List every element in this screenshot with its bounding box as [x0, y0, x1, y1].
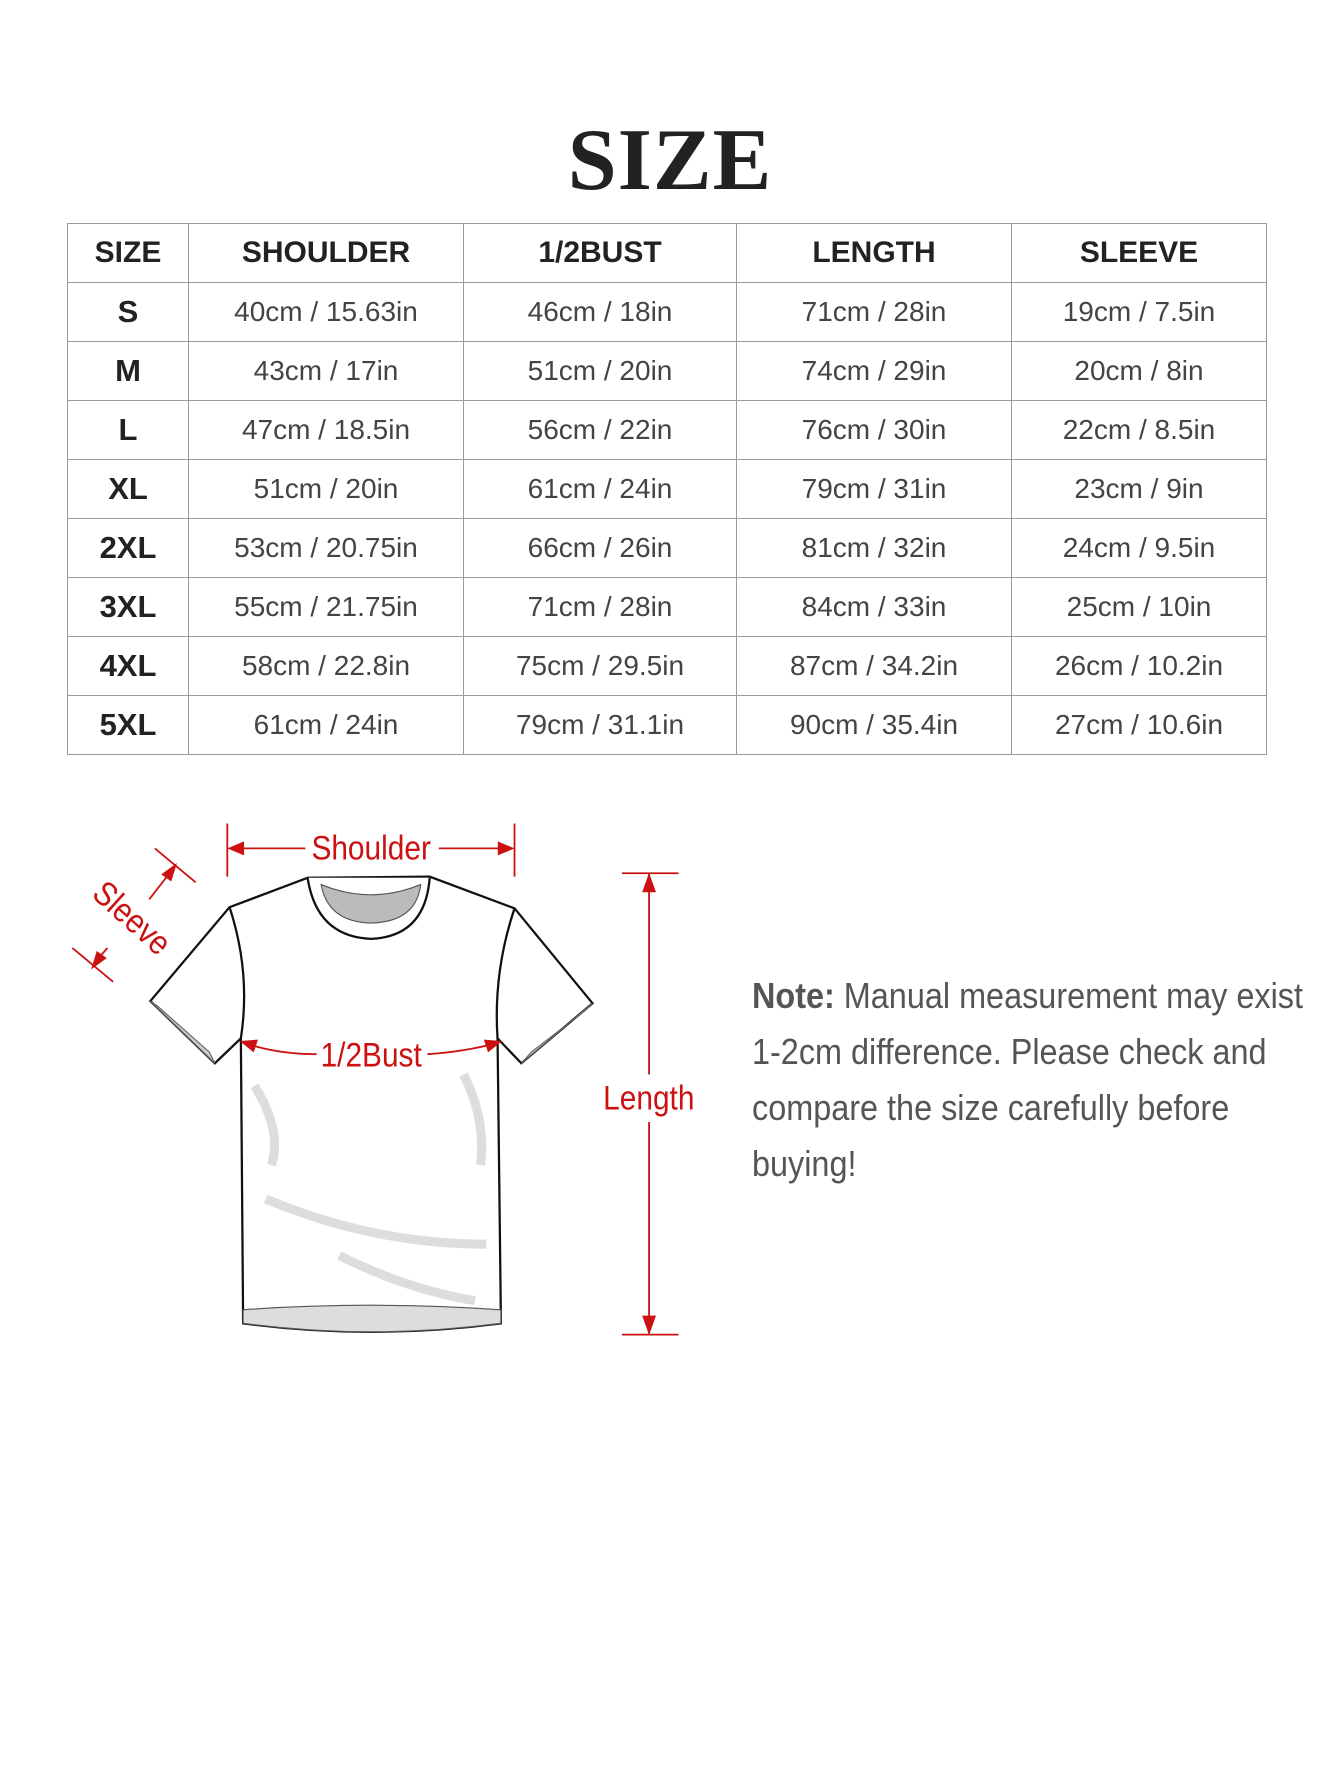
table-header-row: SIZE SHOULDER 1/2BUST LENGTH SLEEVE [67, 223, 1267, 283]
table-row: S 40cm / 15.63in 46cm / 18in 71cm / 28in 19c… [67, 282, 1267, 342]
measurement-cell: 79cm / 31in [736, 459, 1012, 519]
measurement-cell: 26cm / 10.2in [1011, 636, 1267, 696]
size-cell: M [67, 341, 189, 401]
measurement-cell: 40cm / 15.63in [188, 282, 464, 342]
column-header: SIZE [67, 223, 189, 283]
table-row: XL 51cm / 20in 61cm / 24in 79cm / 31in 23cm … [67, 459, 1267, 519]
measurement-cell: 79cm / 31.1in [463, 695, 737, 755]
note-label: Note: [752, 975, 835, 1016]
measurement-arrows [71, 823, 679, 1336]
label-length: Length [603, 1079, 694, 1117]
measurement-note: Note: Manual measurement may exist 1-2cm… [752, 968, 1310, 1192]
size-cell: 3XL [67, 577, 189, 637]
note-text: Manual measurement may exist 1-2cm diffe… [752, 975, 1303, 1184]
measurement-cell: 74cm / 29in [736, 341, 1012, 401]
label-bust: 1/2Bust [321, 1036, 422, 1074]
size-cell: S [67, 282, 189, 342]
size-cell: 4XL [67, 636, 189, 696]
measurement-cell: 24cm / 9.5in [1011, 518, 1267, 578]
page-title: SIZE [567, 112, 773, 209]
table-row: 2XL 53cm / 20.75in 66cm / 26in 81cm / 32in 2… [67, 518, 1267, 578]
measurement-cell: 61cm / 24in [188, 695, 464, 755]
column-header: SLEEVE [1011, 223, 1267, 283]
measurement-cell: 46cm / 18in [463, 282, 737, 342]
table-row: M 43cm / 17in 51cm / 20in 74cm / 29in 20cm /… [67, 341, 1267, 401]
size-table: SIZE SHOULDER 1/2BUST LENGTH SLEEVE S 40cm / … [67, 223, 1267, 755]
measurement-cell: 43cm / 17in [188, 341, 464, 401]
measurement-cell: 20cm / 8in [1011, 341, 1267, 401]
size-cell: 2XL [67, 518, 189, 578]
label-shoulder: Shoulder [311, 829, 431, 867]
measurement-cell: 53cm / 20.75in [188, 518, 464, 578]
measurement-cell: 61cm / 24in [463, 459, 737, 519]
table-row: 5XL 61cm / 24in 79cm / 31.1in 90cm / 35.4in… [67, 695, 1267, 755]
size-cell: L [67, 400, 189, 460]
measurement-cell: 58cm / 22.8in [188, 636, 464, 696]
column-header: LENGTH [736, 223, 1012, 283]
measurement-cell: 76cm / 30in [736, 400, 1012, 460]
measurement-cell: 66cm / 26in [463, 518, 737, 578]
measurement-cell: 56cm / 22in [463, 400, 737, 460]
measurement-cell: 25cm / 10in [1011, 577, 1267, 637]
measurement-cell: 23cm / 9in [1011, 459, 1267, 519]
measurement-cell: 55cm / 21.75in [188, 577, 464, 637]
measurement-cell: 75cm / 29.5in [463, 636, 737, 696]
label-sleeve: Sleeve [85, 873, 178, 962]
measurement-cell: 51cm / 20in [188, 459, 464, 519]
column-header: 1/2BUST [463, 223, 737, 283]
measurement-cell: 19cm / 7.5in [1011, 282, 1267, 342]
measurement-cell: 47cm / 18.5in [188, 400, 464, 460]
measurement-cell: 84cm / 33in [736, 577, 1012, 637]
tshirt-illustration [148, 875, 595, 1333]
measurement-cell: 22cm / 8.5in [1011, 400, 1267, 460]
measurement-cell: 71cm / 28in [463, 577, 737, 637]
table-row: 3XL 55cm / 21.75in 71cm / 28in 84cm / 33in 2… [67, 577, 1267, 637]
table-row: L 47cm / 18.5in 56cm / 22in 76cm / 30in 22cm… [67, 400, 1267, 460]
measurement-cell: 51cm / 20in [463, 341, 737, 401]
measurement-cell: 81cm / 32in [736, 518, 1012, 578]
measurement-cell: 27cm / 10.6in [1011, 695, 1267, 755]
measurement-cell: 90cm / 35.4in [736, 695, 1012, 755]
size-cell: 5XL [67, 695, 189, 755]
